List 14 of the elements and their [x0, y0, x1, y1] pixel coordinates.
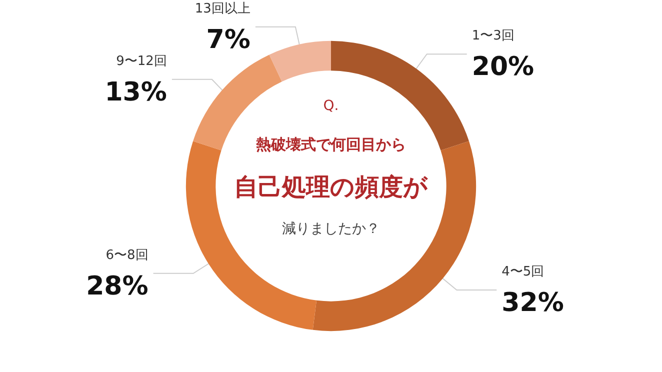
slice-label: 13回以上 [194, 1, 250, 16]
slice-label: 4〜5回 [502, 264, 544, 280]
text: 自己処理の頻度が [234, 173, 428, 201]
text: 熱破壊式で何回目から [255, 136, 406, 154]
text: Q. [323, 98, 339, 114]
text: 減りましたか？ [282, 221, 380, 237]
slice-label: 9〜12回 [116, 54, 167, 69]
slice-label: 1〜3回 [472, 28, 514, 44]
data-label: 20% [472, 52, 534, 82]
data-label: 32% [502, 288, 564, 318]
data-label: 28% [86, 271, 148, 302]
data-label: 13% [104, 77, 167, 108]
data-label: 7% [206, 24, 250, 55]
slice-label: 6〜8回 [106, 248, 148, 263]
